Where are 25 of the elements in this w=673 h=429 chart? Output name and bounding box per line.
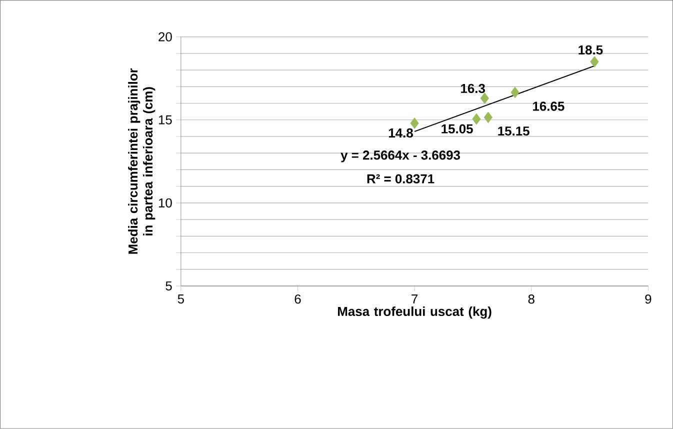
x-tick-label: 7 <box>412 294 418 304</box>
point <box>480 92 489 104</box>
x-tick-label: 8 <box>528 294 534 304</box>
point <box>410 118 419 129</box>
x-tick-label: 5 <box>178 294 184 304</box>
point <box>510 86 520 98</box>
x-tick-label: 6 <box>294 294 301 304</box>
point <box>590 56 599 68</box>
point <box>484 112 492 124</box>
x-axis-title: Masa trofeului uscat (kg) <box>338 306 492 319</box>
data-label: 15.05 <box>442 124 473 134</box>
x-tick-label: 9 <box>645 294 652 304</box>
y-tick-label: 10 <box>158 198 172 208</box>
data-label: 16.65 <box>533 102 564 111</box>
data-label: 16.3 <box>461 84 485 94</box>
data-label: 15.15 <box>498 126 530 136</box>
y-tick-label: 20 <box>158 32 172 42</box>
data-label: 18.5 <box>578 45 603 55</box>
y-axis-title: Media circumferintei prajinilor in partea inferioara (cm) <box>128 68 156 254</box>
annotation: R² = 0.8371 <box>367 174 434 184</box>
point <box>472 113 481 125</box>
data-label: 14.8 <box>388 128 413 138</box>
annotation: y = 2.5664x - 3.6693 <box>340 150 460 162</box>
y-tick-label: 15 <box>158 115 172 124</box>
y-tick-label: 5 <box>166 282 172 291</box>
